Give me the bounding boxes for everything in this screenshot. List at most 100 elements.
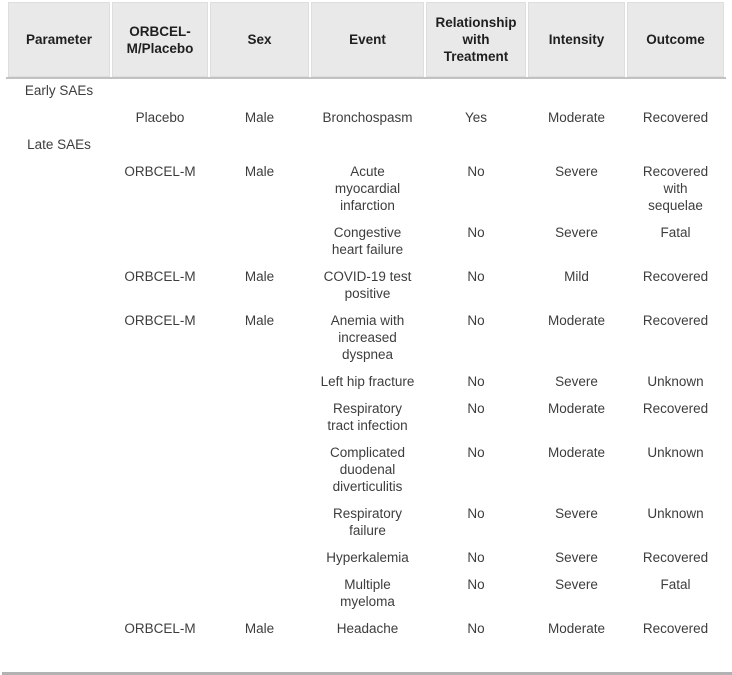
cell-outcome: Unknown bbox=[647, 374, 704, 389]
cell-group bbox=[112, 368, 208, 395]
cell-relationship: No bbox=[467, 313, 485, 328]
cell-outcome: Unknown bbox=[647, 506, 704, 521]
cell-sex bbox=[210, 544, 309, 571]
column-header-intensity: Intensity bbox=[528, 2, 625, 77]
table-row: ORBCEL-M Male COVID-19 test positive No Mild… bbox=[8, 263, 724, 307]
cell-relationship: No bbox=[467, 374, 485, 389]
cell-event: Complicated duodenal diverticulitis bbox=[329, 445, 406, 494]
cell-group bbox=[112, 544, 208, 571]
cell-group bbox=[112, 131, 208, 158]
next-table-header-strip bbox=[2, 672, 732, 675]
column-header-group: ORBCEL- M/Placebo bbox=[112, 2, 208, 77]
cell-group bbox=[112, 500, 208, 544]
cell-outcome: Recovered bbox=[642, 313, 709, 328]
cell-sex bbox=[210, 500, 309, 544]
cell-intensity: Severe bbox=[555, 225, 598, 240]
cell-event: Multiple myeloma bbox=[340, 577, 395, 609]
cell-group bbox=[112, 439, 208, 500]
cell-sex: Male bbox=[244, 621, 275, 636]
cell-relationship: No bbox=[467, 401, 485, 416]
cell-intensity: Severe bbox=[555, 374, 598, 389]
cell-intensity: Moderate bbox=[547, 445, 606, 460]
cell-relationship: No bbox=[467, 550, 485, 565]
cell-relationship bbox=[426, 77, 526, 104]
cell-event: COVID-19 test positive bbox=[323, 269, 412, 301]
table-body: Early SAEs Placebo Male Bronchospasm Yes Mode… bbox=[8, 77, 724, 642]
cell-intensity: Mild bbox=[564, 269, 589, 284]
section-row: Early SAEs bbox=[8, 77, 724, 104]
cell-outcome: Fatal bbox=[660, 577, 691, 592]
table-row: Complicated duodenal diverticulitis No Mod… bbox=[8, 439, 724, 500]
cell-relationship: No bbox=[467, 225, 485, 240]
cell-parameter bbox=[8, 571, 110, 615]
cell-sex: Male bbox=[244, 110, 275, 125]
cell-sex bbox=[210, 395, 309, 439]
cell-group: ORBCEL-M bbox=[124, 621, 196, 636]
cell-sex bbox=[210, 219, 309, 263]
table-row: Placebo Male Bronchospasm Yes Moderate Recove… bbox=[8, 104, 724, 131]
cell-outcome: Recovered bbox=[642, 621, 709, 636]
cell-intensity: Severe bbox=[555, 550, 598, 565]
cell-intensity: Severe bbox=[555, 577, 598, 592]
cell-relationship: No bbox=[467, 164, 485, 179]
table-row: Respiratory failure No Severe Unknown bbox=[8, 500, 724, 544]
cell-relationship: No bbox=[467, 577, 485, 592]
cell-sex bbox=[210, 131, 309, 158]
table-row: Multiple myeloma No Severe Fatal bbox=[8, 571, 724, 615]
cell-intensity: Moderate bbox=[547, 313, 606, 328]
cell-parameter bbox=[8, 219, 110, 263]
cell-parameter bbox=[8, 615, 110, 642]
sae-table-section: Parameter ORBCEL- M/Placebo Sex Event Re… bbox=[6, 2, 726, 642]
cell-outcome bbox=[627, 77, 724, 104]
cell-sex bbox=[210, 439, 309, 500]
table-header: Parameter ORBCEL- M/Placebo Sex Event Re… bbox=[8, 2, 724, 77]
adverse-events-table: Parameter ORBCEL- M/Placebo Sex Event Re… bbox=[6, 2, 726, 642]
table-row: ORBCEL-M Male Headache No Moderate Recovered bbox=[8, 615, 724, 642]
cell-intensity: Moderate bbox=[547, 110, 606, 125]
cell-parameter bbox=[8, 500, 110, 544]
cell-parameter bbox=[8, 544, 110, 571]
cell-outcome: Unknown bbox=[647, 445, 704, 460]
cell-parameter bbox=[8, 263, 110, 307]
header-divider bbox=[6, 77, 726, 79]
cell-intensity bbox=[528, 77, 625, 104]
table-row: Left hip fracture No Severe Unknown bbox=[8, 368, 724, 395]
cell-sex: Male bbox=[244, 164, 275, 179]
cell-parameter bbox=[8, 104, 110, 131]
cell-event: Congestive heart failure bbox=[331, 225, 404, 257]
cell-relationship: Yes bbox=[464, 110, 488, 125]
column-header-parameter: Parameter bbox=[8, 2, 110, 77]
cell-parameter bbox=[8, 439, 110, 500]
cell-event: Left hip fracture bbox=[320, 374, 415, 389]
cell-relationship bbox=[426, 131, 526, 158]
cell-group: ORBCEL-M bbox=[124, 269, 196, 284]
cell-intensity bbox=[528, 131, 625, 158]
cell-outcome: Fatal bbox=[660, 225, 691, 240]
column-header-relationship: Relationship with Treatment bbox=[426, 2, 526, 77]
cell-group: Placebo bbox=[135, 110, 185, 125]
cell-event: Respiratory tract infection bbox=[327, 401, 408, 433]
cell-parameter bbox=[8, 307, 110, 368]
cell-parameter bbox=[8, 395, 110, 439]
cell-outcome bbox=[627, 131, 724, 158]
cell-sex bbox=[210, 571, 309, 615]
cell-parameter: Early SAEs bbox=[24, 83, 94, 98]
cell-relationship: No bbox=[467, 269, 485, 284]
table-row: Respiratory tract infection No Moderate Rec… bbox=[8, 395, 724, 439]
cell-group: ORBCEL-M bbox=[124, 164, 196, 179]
cell-group bbox=[112, 571, 208, 615]
table-row: Hyperkalemia No Severe Recovered bbox=[8, 544, 724, 571]
cell-intensity: Severe bbox=[555, 506, 598, 521]
cell-group bbox=[112, 77, 208, 104]
cell-event: Hyperkalemia bbox=[326, 550, 409, 565]
cell-event: Anemia with increased dyspnea bbox=[330, 313, 405, 362]
cell-sex: Male bbox=[244, 313, 275, 328]
cell-outcome: Recovered bbox=[642, 401, 709, 416]
cell-sex: Male bbox=[244, 269, 275, 284]
cell-intensity: Moderate bbox=[547, 621, 606, 636]
table-row: ORBCEL-M Male Anemia with increased dyspne… bbox=[8, 307, 724, 368]
cell-event: Bronchospasm bbox=[322, 110, 413, 125]
cell-outcome: Recovered bbox=[642, 269, 709, 284]
cell-group: ORBCEL-M bbox=[124, 313, 196, 328]
cell-relationship: No bbox=[467, 621, 485, 636]
